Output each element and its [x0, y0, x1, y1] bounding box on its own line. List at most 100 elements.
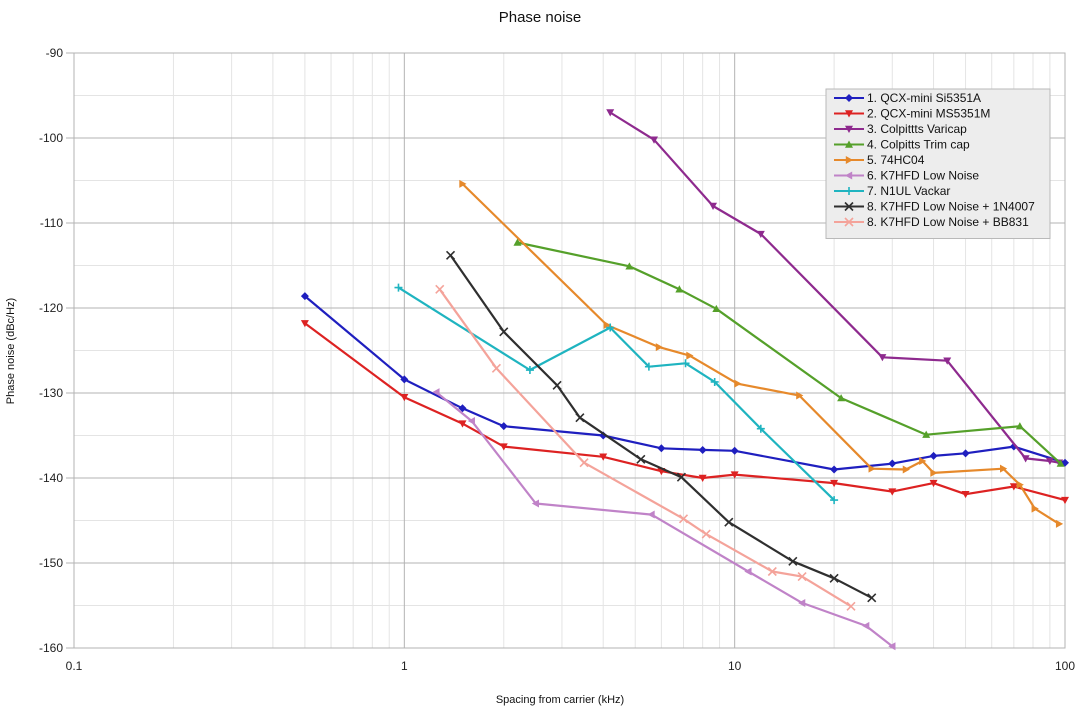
- data-point: [647, 510, 655, 519]
- legend-item: 4. Colpitts Trim cap: [834, 138, 970, 152]
- legend-label: 3. Colpittts Varicap: [867, 122, 967, 136]
- data-point: [798, 598, 806, 607]
- data-point: [961, 490, 970, 499]
- data-point: [709, 202, 718, 210]
- data-point: [300, 292, 309, 301]
- data-point: [1021, 455, 1030, 463]
- data-point: [499, 422, 508, 431]
- data-point: [929, 451, 938, 460]
- data-point: [919, 457, 927, 465]
- data-point: [1055, 519, 1064, 528]
- data-point: [845, 156, 853, 164]
- data-point: [1016, 480, 1024, 489]
- data-point: [943, 357, 952, 365]
- data-point: [888, 642, 896, 651]
- data-point: [678, 514, 689, 524]
- data-point: [797, 572, 807, 582]
- data-point: [744, 567, 752, 576]
- y-axis-title: Phase noise (dBc/Hz): [5, 298, 17, 404]
- data-point: [525, 366, 534, 375]
- data-point: [1056, 459, 1065, 467]
- data-point: [868, 464, 876, 473]
- data-point: [929, 479, 938, 488]
- data-point: [867, 593, 877, 603]
- data-point: [756, 230, 765, 239]
- data-point: [491, 363, 501, 373]
- data-point: [878, 354, 887, 362]
- series-line: [304, 322, 1066, 502]
- minor-gridlines: [74, 53, 1065, 648]
- y-tick-label: -120: [39, 301, 63, 315]
- data-point: [845, 125, 853, 133]
- data-point: [698, 474, 707, 482]
- data-point: [1009, 483, 1018, 491]
- series-5: [459, 179, 1064, 528]
- data-point: [657, 444, 666, 453]
- y-tick-label: -150: [39, 556, 63, 570]
- data-point: [698, 445, 707, 454]
- series-line: [435, 391, 893, 648]
- data-point: [467, 417, 475, 426]
- legend-label: 6. K7HFD Low Noise: [867, 169, 979, 183]
- series-2: [300, 320, 1069, 505]
- y-tick-label: -130: [39, 386, 63, 400]
- data-point: [730, 446, 739, 455]
- data-point: [499, 443, 508, 451]
- data-point: [400, 394, 409, 402]
- data-point: [300, 320, 309, 328]
- series-7: [394, 283, 839, 505]
- data-point: [845, 110, 853, 118]
- data-point: [650, 136, 659, 144]
- data-point: [830, 479, 839, 488]
- data-point: [844, 217, 854, 227]
- series-9: [435, 284, 856, 611]
- x-tick-label: 10: [728, 659, 742, 673]
- data-point: [458, 404, 467, 413]
- data-point: [796, 391, 804, 400]
- series-layer: [300, 109, 1069, 651]
- data-point: [552, 380, 562, 390]
- legend-label: 7. N1UL Vackar: [867, 184, 950, 198]
- legend-item: 3. Colpittts Varicap: [834, 122, 967, 136]
- y-tick-label: -160: [39, 641, 63, 655]
- data-point: [724, 517, 734, 527]
- data-point: [922, 430, 931, 438]
- series-line: [438, 288, 852, 608]
- data-point: [459, 179, 467, 188]
- data-point: [394, 283, 403, 292]
- data-point: [701, 529, 711, 539]
- data-point: [844, 201, 854, 212]
- legend-label: 1. QCX-mini Si5351A: [867, 91, 981, 105]
- data-point: [681, 359, 690, 368]
- data-point: [675, 285, 684, 293]
- series-line: [449, 254, 873, 599]
- legend-item: 8. K7HFD Low Noise + 1N4007: [834, 200, 1035, 214]
- data-point: [1061, 496, 1069, 505]
- y-tick-label: -90: [46, 46, 64, 60]
- data-point: [1045, 457, 1054, 465]
- x-tick-label: 100: [1055, 659, 1075, 673]
- data-point: [513, 238, 522, 246]
- legend-label: 5. 74HC04: [867, 153, 925, 167]
- data-point: [845, 94, 853, 102]
- x-tick-label: 0.1: [66, 659, 83, 673]
- plot-area-border: [73, 52, 1066, 649]
- data-point: [625, 262, 634, 270]
- legend: 1. QCX-mini Si5351A 2. QCX-mini MS5351M3.…: [825, 88, 1051, 239]
- data-point: [636, 454, 646, 464]
- series-line: [304, 295, 1066, 471]
- data-point: [837, 394, 846, 402]
- data-point: [961, 449, 970, 458]
- data-point: [830, 496, 839, 505]
- legend-label: 2. QCX-mini MS5351M: [867, 107, 990, 121]
- legend-item: 2. QCX-mini MS5351M: [834, 107, 990, 121]
- legend-label: 4. Colpitts Trim cap: [867, 138, 970, 152]
- series-8: [445, 250, 877, 603]
- y-tick-label: -140: [39, 471, 63, 485]
- data-point: [655, 343, 663, 352]
- data-point: [830, 465, 839, 474]
- data-point: [435, 284, 445, 294]
- data-point: [788, 556, 798, 566]
- data-point: [710, 377, 719, 386]
